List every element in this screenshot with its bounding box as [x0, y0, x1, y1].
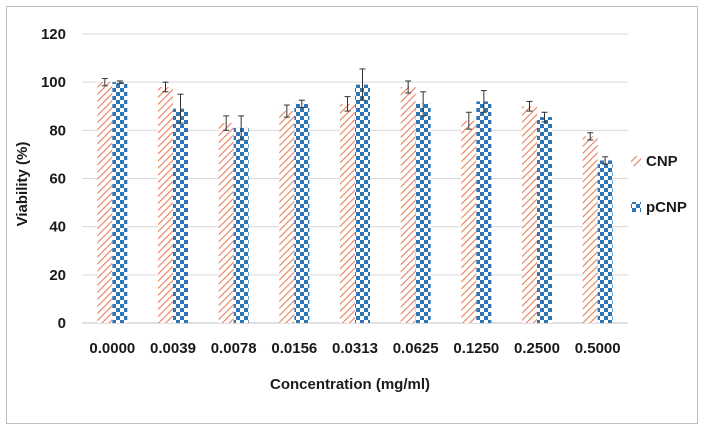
error-bar-cnp-0.2500 [526, 100, 533, 112]
bar-pcnp-0.0156 [294, 103, 310, 323]
error-bars-group [101, 68, 609, 165]
y-tick-labels: 0 20 40 60 80 100 120 [41, 26, 66, 332]
legend-item-pcnp: pCNP [631, 199, 687, 216]
x-tick-labels: 0.0000 0.0039 0.0078 0.0156 0.0313 0.0625 0.12… [89, 340, 620, 357]
bar-cnp-0.2500 [522, 106, 537, 323]
bar-cnp-0.0625 [400, 86, 416, 323]
x-tick-label: 0.0313 [332, 340, 378, 357]
bar-pcnp-0.0313 [355, 84, 370, 323]
legend-label-pcnp: pCNP [646, 199, 687, 216]
x-tick-label: 0.0039 [150, 340, 196, 357]
bar-cnp-0.0078 [218, 123, 234, 323]
y-tick-label: 20 [49, 267, 66, 284]
y-axis-title: Viability (%) [14, 142, 31, 227]
error-bar-cnp-0.5000 [587, 132, 594, 141]
y-tick-label: 60 [49, 171, 66, 188]
x-tick-label: 0.0625 [393, 340, 439, 357]
bar-cnp-0.0039 [158, 86, 173, 323]
x-tick-label: 0.0156 [271, 340, 317, 357]
y-tick-label: 0 [58, 315, 66, 332]
bar-cnp-0.1250 [461, 120, 477, 323]
bars-group [97, 82, 613, 324]
error-bar-pcnp-0.0039 [177, 93, 184, 124]
x-tick-label: 0.0078 [211, 340, 257, 357]
bar-pcnp-0.1250 [476, 101, 492, 323]
legend-swatch-cnp [631, 156, 641, 166]
bar-pcnp-0.0039 [173, 108, 188, 324]
bar-pcnp-0.5000 [597, 160, 613, 323]
bar-pcnp-0.0625 [415, 103, 431, 323]
error-bar-cnp-0.0313 [344, 96, 351, 112]
error-bar-cnp-0.1250 [465, 111, 472, 130]
bar-pcnp-0.2500 [537, 117, 552, 324]
y-tick-label: 80 [49, 122, 66, 139]
error-bar-pcnp-0.1250 [480, 90, 487, 113]
error-bar-pcnp-0.0313 [359, 68, 366, 101]
y-tick-label: 120 [41, 26, 66, 43]
bar-cnp-0.0313 [340, 103, 355, 323]
bar-cnp-0.0156 [279, 111, 295, 323]
x-tick-label: 0.0000 [89, 340, 135, 357]
y-tick-label: 100 [41, 74, 66, 91]
error-bar-cnp-0.0625 [405, 80, 412, 94]
legend: CNP pCNP [631, 153, 687, 216]
legend-item-cnp: CNP [631, 153, 678, 170]
error-bar-pcnp-0.2500 [541, 111, 548, 123]
x-axis-title: Concentration (mg/ml) [270, 376, 430, 393]
error-bar-cnp-0.0039 [162, 81, 169, 93]
error-bar-cnp-0.0156 [283, 104, 290, 118]
bar-cnp-0.5000 [582, 136, 598, 323]
bar-cnp-0.0000 [97, 82, 113, 324]
bar-pcnp-0.0000 [112, 82, 128, 324]
y-tick-label: 40 [49, 219, 66, 236]
x-tick-label: 0.2500 [514, 340, 560, 357]
bar-pcnp-0.0078 [233, 127, 249, 323]
legend-label-cnp: CNP [646, 153, 678, 170]
x-tick-label: 0.5000 [575, 340, 621, 357]
legend-swatch-pcnp [631, 202, 641, 212]
error-bar-pcnp-0.0078 [238, 115, 245, 141]
error-bar-cnp-0.0078 [223, 115, 230, 131]
error-bar-pcnp-0.5000 [602, 156, 609, 165]
error-bar-pcnp-0.0625 [420, 91, 427, 117]
error-bar-pcnp-0.0156 [298, 99, 305, 108]
error-bar-cnp-0.0000 [101, 78, 108, 87]
x-tick-label: 0.1250 [453, 340, 499, 357]
error-bar-pcnp-0.0000 [116, 80, 123, 84]
